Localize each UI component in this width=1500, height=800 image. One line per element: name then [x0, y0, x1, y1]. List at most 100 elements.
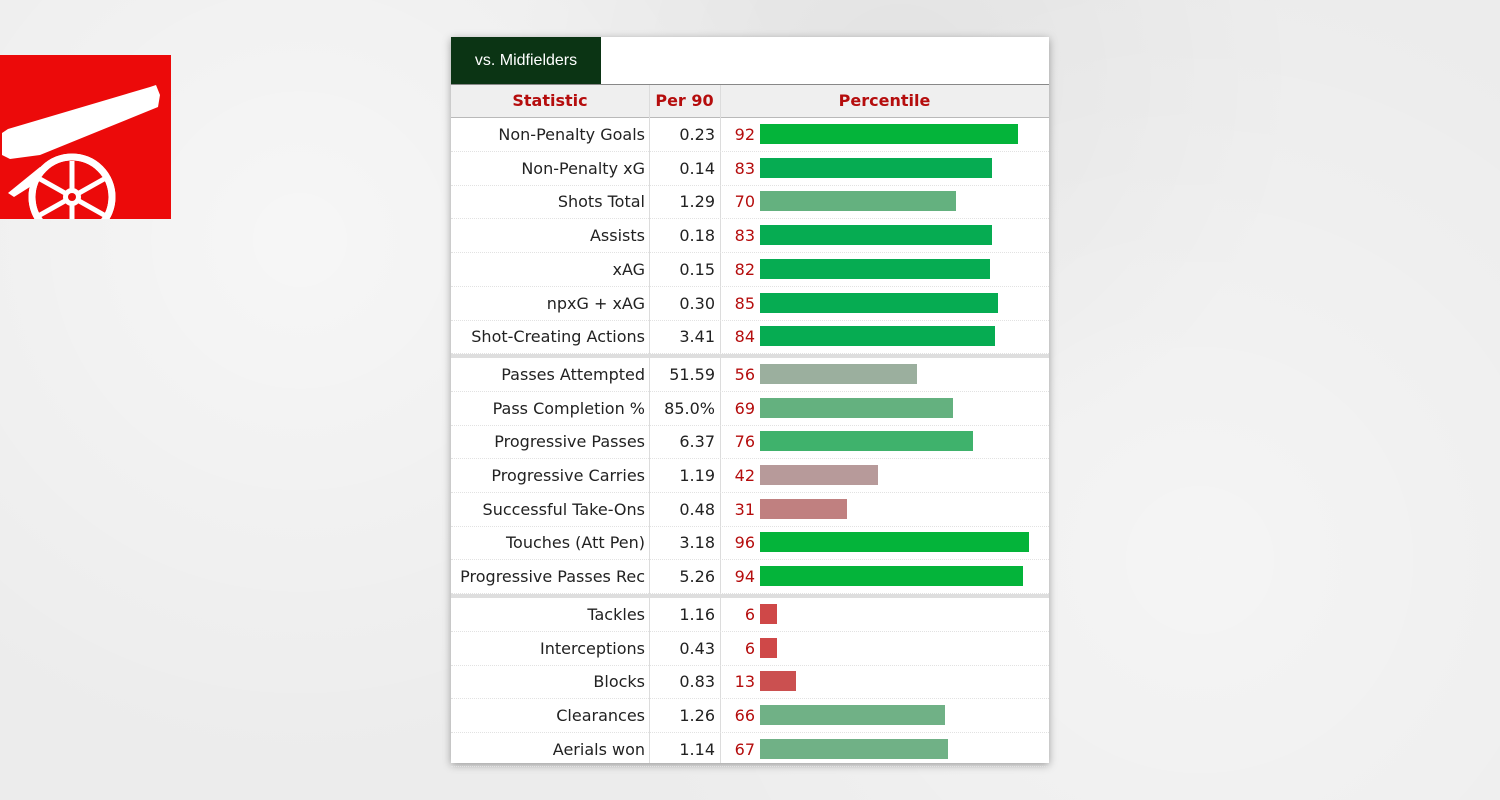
percentile-bar — [760, 363, 917, 384]
percentile-value: 69 — [734, 398, 755, 418]
header-percentile: Percentile — [838, 91, 931, 110]
per90-value: 0.30 — [679, 293, 715, 313]
stat-name: Non-Penalty xG — [521, 158, 645, 178]
table-row: Shot-Creating Actions 3.41 84 — [451, 320, 1049, 355]
per90-value: 51.59 — [669, 364, 715, 384]
stat-name: Progressive Passes Rec — [460, 567, 645, 587]
table-row: Non-Penalty xG 0.14 83 — [451, 152, 1049, 186]
table-row: Blocks 0.83 13 — [451, 665, 1049, 700]
per90-value: 0.83 — [679, 672, 715, 692]
per90-value: 85.0% — [664, 398, 715, 418]
club-logo — [0, 55, 171, 219]
percentile-value: 31 — [734, 499, 755, 519]
percentile-value: 85 — [734, 293, 755, 313]
percentile-bar — [760, 637, 777, 658]
percentile-bar — [760, 738, 948, 759]
percentile-value: 56 — [734, 364, 755, 384]
percentile-value: 82 — [734, 259, 755, 279]
percentile-value: 76 — [734, 432, 755, 452]
table-row: Shots Total 1.29 70 — [451, 185, 1049, 220]
per90-value: 0.15 — [679, 259, 715, 279]
stat-name: Non-Penalty Goals — [498, 125, 645, 144]
table-row: Passes Attempted 51.59 56 — [451, 358, 1049, 392]
tab-vs-midfielders[interactable]: vs. Midfielders — [451, 37, 601, 84]
table-row: Touches (Att Pen) 3.18 96 — [451, 526, 1049, 561]
table-row: Assists 0.18 83 — [451, 219, 1049, 254]
per90-value: 0.14 — [679, 158, 715, 178]
percentile-value: 66 — [734, 705, 755, 725]
percentile-bar — [760, 498, 847, 519]
table-header: Statistic Per 90 Percentile — [451, 85, 1049, 118]
percentile-bar — [760, 191, 956, 212]
percentile-value: 83 — [734, 158, 755, 178]
percentile-bar — [760, 465, 878, 485]
stat-name: Shot-Creating Actions — [471, 327, 645, 347]
stat-name: Aerials won — [552, 739, 645, 759]
group-separator — [451, 593, 1049, 598]
stat-name: Progressive Passes — [494, 432, 645, 452]
table-row: Non-Penalty Goals 0.23 92 — [451, 118, 1049, 152]
per90-value: 1.19 — [679, 466, 715, 485]
per90-value: 5.26 — [679, 567, 715, 587]
percentile-bar — [760, 225, 992, 246]
stat-name: Touches (Att Pen) — [505, 533, 645, 553]
stat-name: Assists — [589, 226, 645, 246]
stat-name: Blocks — [593, 672, 645, 692]
tab-divider — [451, 84, 1049, 85]
table-row: npxG + xAG 0.30 85 — [451, 287, 1049, 321]
per90-value: 1.14 — [679, 739, 715, 759]
table-row: Successful Take-Ons 0.48 31 — [451, 493, 1049, 527]
per90-value: 3.41 — [679, 327, 715, 347]
table-row: Interceptions 0.43 6 — [451, 632, 1049, 666]
scouting-report-panel: vs. Midfielders Statistic Per 90 Percent… — [451, 37, 1049, 767]
percentile-bar — [760, 258, 990, 279]
table-row: Progressive Passes Rec 5.26 94 — [451, 560, 1049, 595]
per90-value: 1.16 — [679, 604, 715, 624]
percentile-bar — [760, 671, 796, 692]
percentile-value: 13 — [734, 672, 755, 692]
percentile-bar — [760, 532, 1029, 553]
percentile-value: 96 — [734, 533, 755, 553]
header-statistic: Statistic — [512, 91, 588, 110]
per90-value: 0.18 — [679, 226, 715, 246]
percentile-value: 42 — [734, 466, 755, 485]
stat-name: Passes Attempted — [501, 364, 645, 384]
percentile-bar — [760, 292, 998, 313]
per90-value: 3.18 — [679, 533, 715, 553]
header-per90: Per 90 — [655, 91, 714, 110]
cannon-icon — [2, 85, 160, 219]
column-divider — [720, 85, 721, 763]
table-row: xAG 0.15 82 — [451, 253, 1049, 287]
percentile-value: 6 — [744, 604, 755, 624]
table-row: Aerials won 1.14 67 — [451, 733, 1049, 767]
percentile-value: 92 — [734, 125, 755, 144]
per90-value: 1.26 — [679, 705, 715, 725]
percentile-bar — [760, 326, 995, 347]
per90-value: 6.37 — [679, 432, 715, 452]
percentile-value: 67 — [734, 739, 755, 759]
percentile-value: 70 — [734, 192, 755, 212]
percentile-value: 84 — [734, 327, 755, 347]
per90-value: 0.43 — [679, 638, 715, 658]
table-row: Progressive Carries 1.19 42 — [451, 459, 1049, 493]
table-row: Pass Completion % 85.0% 69 — [451, 392, 1049, 426]
table-row: Progressive Passes 6.37 76 — [451, 425, 1049, 460]
per90-value: 0.23 — [679, 125, 715, 144]
percentile-bar — [760, 431, 973, 452]
stat-name: Successful Take-Ons — [482, 499, 645, 519]
percentile-bar — [760, 124, 1018, 144]
percentile-bar — [760, 566, 1023, 587]
percentile-bar — [760, 704, 945, 725]
stat-name: xAG — [612, 259, 645, 279]
percentile-value: 6 — [744, 638, 755, 658]
column-divider — [649, 85, 650, 763]
stat-name: Progressive Carries — [491, 466, 645, 485]
stat-name: npxG + xAG — [546, 293, 645, 313]
stat-name: Pass Completion % — [492, 398, 645, 418]
table-row: Tackles 1.16 6 — [451, 598, 1049, 632]
stat-name: Tackles — [587, 604, 645, 624]
stat-name: Shots Total — [557, 192, 645, 212]
table-row: Clearances 1.26 66 — [451, 699, 1049, 733]
stat-name: Interceptions — [540, 638, 645, 658]
percentile-bar — [760, 603, 777, 624]
